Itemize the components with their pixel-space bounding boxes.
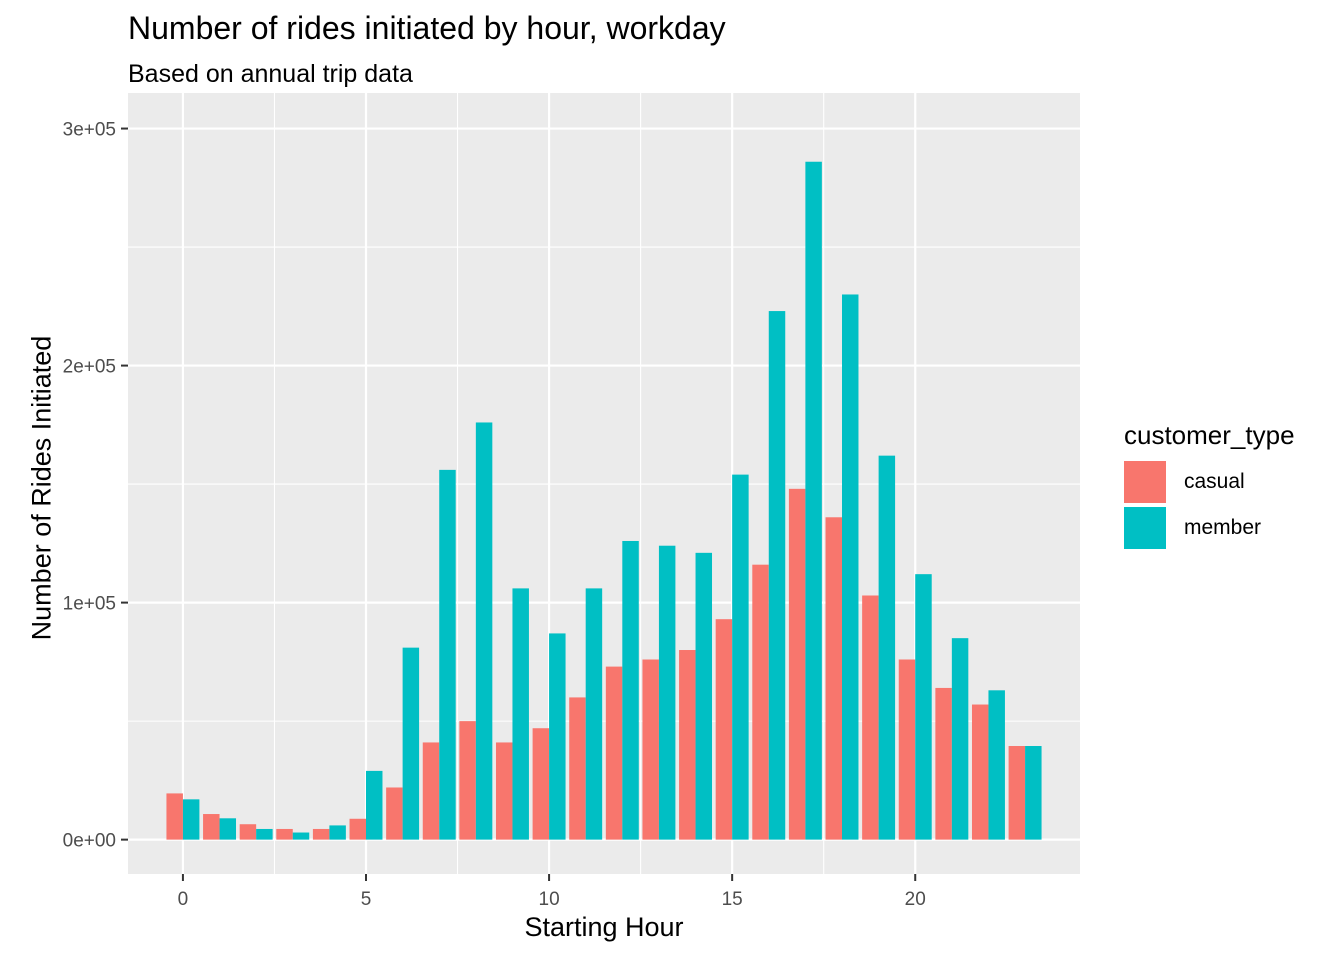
bar-casual-hour-4 [312,828,330,840]
y-tick-label: 0e+00 [63,831,116,852]
bar-casual-hour-2 [239,824,257,840]
bar-casual-hour-0 [166,793,183,840]
bar-member-hour-23 [1025,746,1042,840]
bar-casual-hour-11 [569,697,586,840]
bar-casual-hour-5 [349,818,366,840]
bar-member-hour-7 [439,469,456,840]
bar-casual-hour-19 [862,595,879,840]
bar-casual-hour-21 [935,687,952,840]
bar-member-hour-11 [585,588,603,840]
legend-item-casual: casual [1124,459,1295,505]
bar-member-hour-14 [695,552,713,840]
bar-casual-hour-17 [788,488,806,840]
bar-casual-hour-22 [971,704,989,840]
x-tick-label: 20 [905,889,926,910]
bar-casual-hour-23 [1008,746,1026,840]
bar-member-hour-1 [219,818,237,840]
y-tick-label: 1e+05 [63,594,116,615]
bar-member-hour-13 [658,545,676,840]
bar-casual-hour-8 [459,721,476,840]
x-tick-label: 15 [722,889,743,910]
bar-member-hour-19 [878,455,896,840]
bar-member-hour-8 [475,422,493,840]
bar-member-hour-12 [622,540,639,840]
bar-casual-hour-16 [752,564,769,840]
bar-member-hour-16 [768,311,786,840]
bar-casual-hour-7 [422,742,440,840]
y-tick-label: 3e+05 [63,120,116,141]
bar-casual-hour-10 [532,728,550,840]
bar-member-hour-2 [256,828,273,840]
bar-member-hour-18 [842,294,859,840]
legend-key-member [1124,507,1166,549]
bar-casual-hour-14 [679,650,696,840]
bar-member-hour-10 [549,633,566,840]
bar-member-hour-3 [292,832,310,840]
bar-casual-hour-6 [386,787,403,840]
bar-member-hour-20 [915,574,932,840]
bar-member-hour-17 [805,161,822,840]
bar-member-hour-21 [951,638,969,840]
bar-casual-hour-9 [495,742,513,840]
y-axis-label: Number of Rides Initiated [26,335,57,641]
legend-title: customer_type [1124,420,1295,450]
y-tick-label: 2e+05 [63,357,116,378]
bar-casual-hour-20 [898,659,916,840]
x-axis-label: Starting Hour [524,912,684,942]
bar-casual-hour-3 [276,828,293,840]
bar-casual-hour-18 [825,517,842,840]
x-tick-label: 10 [539,889,560,910]
chart-title: Number of rides initiated by hour, workd… [128,10,726,46]
bar-member-hour-0 [182,799,200,840]
bar-casual-hour-12 [605,666,623,840]
legend: customer_type casual member [1124,420,1295,551]
bar-member-hour-4 [329,825,346,840]
legend-label-casual: casual [1184,470,1245,493]
bar-casual-hour-15 [715,619,733,840]
bar-casual-hour-13 [642,659,659,840]
x-tick-label: 0 [178,889,189,910]
legend-label-member: member [1184,516,1262,539]
legend-item-member: member [1124,505,1295,551]
bar-member-hour-9 [512,588,529,840]
bar-casual-hour-1 [203,814,220,840]
legend-key-casual [1124,461,1166,503]
chart-subtitle: Based on annual trip data [128,60,413,88]
bar-member-hour-5 [366,770,383,840]
bar-member-hour-6 [402,647,420,840]
bar-member-hour-15 [732,474,749,840]
x-tick-label: 5 [361,889,372,910]
bar-member-hour-22 [988,690,1005,840]
